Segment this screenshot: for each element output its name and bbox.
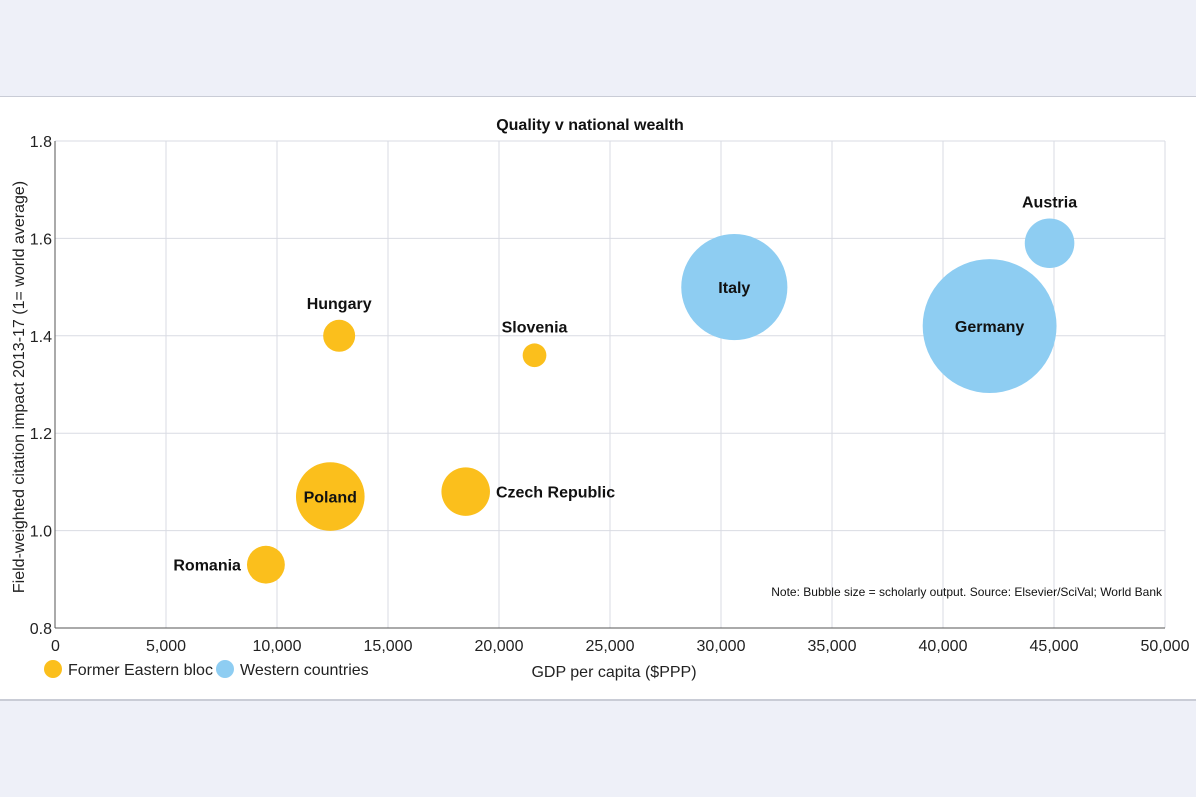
- bubble-italy: [681, 234, 788, 341]
- bubble-label: Hungary: [307, 296, 372, 313]
- grid: [54, 140, 1166, 629]
- x-tick-label: 25,000: [586, 638, 635, 655]
- x-tick-label: 35,000: [808, 638, 857, 655]
- x-axis-label: GDP per capita ($PPP): [531, 664, 696, 681]
- bubble-chart: Quality v national wealth 0 5,000 10,000 15…: [11, 117, 1190, 681]
- bubble-label: Slovenia: [502, 319, 568, 336]
- y-tick-label: 1.2: [30, 426, 52, 443]
- bubble-label: Poland: [304, 490, 357, 507]
- bubble-label: Austria: [1022, 194, 1077, 211]
- y-tick-label: 0.8: [30, 621, 52, 638]
- bubble-slovenia: [522, 343, 547, 368]
- y-tick-label: 1.8: [30, 134, 52, 151]
- bubble-czech-republic: [441, 467, 490, 516]
- y-axis-label: Field-weighted citation impact 2013-17 (…: [11, 181, 28, 593]
- bubble-label: Italy: [718, 280, 750, 297]
- x-tick-label: 45,000: [1030, 638, 1079, 655]
- legend-swatch: [216, 660, 234, 678]
- y-tick-label: 1.4: [30, 329, 52, 346]
- chart-title: Quality v national wealth: [496, 117, 684, 134]
- bubbles: Germany Italy Poland Austria Czech Republic R…: [173, 194, 1077, 584]
- axis-ticks: 0 5,000 10,000 15,000 20,000 25,000 30,000 35,0…: [30, 134, 1190, 655]
- bubble-germany: [922, 259, 1057, 393]
- legend-label: Western countries: [240, 662, 369, 679]
- bubble-label: Czech Republic: [496, 485, 615, 502]
- bubble-austria: [1024, 218, 1075, 269]
- bubble-label: Romania: [173, 558, 241, 575]
- bubble-romania: [246, 545, 285, 584]
- chart-note: Note: Bubble size = scholarly output. So…: [771, 585, 1163, 599]
- bubble-poland: [295, 462, 365, 531]
- x-tick-label: 20,000: [475, 638, 524, 655]
- x-tick-label: 0: [51, 638, 60, 655]
- x-tick-label: 10,000: [253, 638, 302, 655]
- y-tick-label: 1.6: [30, 231, 52, 248]
- bubble-hungary: [323, 319, 356, 352]
- chart-panel: Quality v national wealth 0 5,000 10,000 15…: [0, 96, 1196, 701]
- x-tick-label: 15,000: [364, 638, 413, 655]
- x-tick-label: 50,000: [1141, 638, 1190, 655]
- x-tick-label: 5,000: [146, 638, 186, 655]
- legend-label: Former Eastern bloc: [68, 662, 213, 679]
- x-tick-label: 30,000: [697, 638, 746, 655]
- legend: Former Eastern bloc Western countries: [44, 660, 369, 679]
- legend-swatch: [44, 660, 62, 678]
- y-tick-label: 1.0: [30, 524, 52, 541]
- x-tick-label: 40,000: [919, 638, 968, 655]
- bubble-label: Germany: [955, 319, 1024, 336]
